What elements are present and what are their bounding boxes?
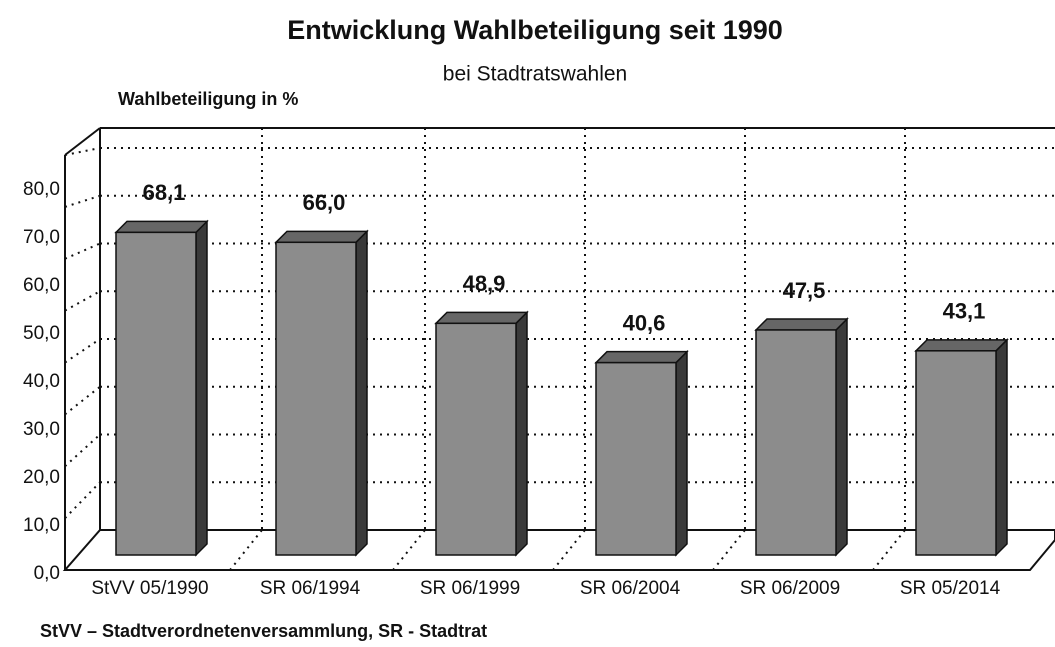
floor-divider	[392, 529, 426, 571]
walls	[62, 127, 1055, 571]
grid-line	[64, 338, 101, 364]
floor	[62, 529, 1055, 571]
y-axis-label: Wahlbeteiligung in %	[118, 89, 298, 109]
y-tick-label: 70,0	[23, 227, 60, 248]
floor-divider	[712, 529, 746, 571]
y-tick-label: 50,0	[23, 323, 60, 344]
bar-side	[995, 338, 1008, 557]
bar-top	[754, 318, 849, 331]
bar	[595, 361, 677, 556]
bar-top	[914, 339, 1009, 352]
y-tick-label: 30,0	[23, 419, 60, 440]
bar	[755, 329, 837, 556]
floor-divider	[229, 529, 263, 571]
grid-line	[64, 147, 101, 156]
value-label: 48,9	[463, 271, 506, 296]
x-tick-label: SR 05/2014	[900, 578, 1001, 599]
grid-line	[64, 385, 101, 416]
value-label: 66,0	[303, 190, 346, 215]
bar	[435, 322, 517, 556]
grid-line	[64, 242, 101, 260]
grid-line	[64, 194, 101, 208]
chart-subtitle: bei Stadtratswahlen	[443, 63, 627, 86]
x-tick-label: SR 06/2009	[740, 578, 840, 599]
bar-side	[355, 229, 368, 557]
y-tick-label: 60,0	[23, 275, 60, 296]
floor-divider	[552, 529, 586, 571]
grid-line	[64, 481, 101, 519]
x-tick-label: StVV 05/1990	[91, 578, 208, 599]
bar	[275, 241, 357, 556]
x-tick-label: SR 06/2004	[580, 578, 681, 599]
x-tick-label: SR 06/1999	[420, 578, 520, 599]
bar-top	[274, 230, 369, 244]
y-tick-label: 10,0	[23, 515, 60, 536]
y-tick-label: 80,0	[23, 179, 60, 200]
value-label: 68,1	[143, 180, 186, 205]
bar-side	[675, 349, 688, 557]
x-tick-label: SR 06/1994	[260, 578, 361, 599]
bar-side	[195, 219, 208, 557]
bar-top	[594, 350, 689, 364]
y-tick-label: 0,0	[34, 563, 60, 584]
bar-top	[114, 220, 209, 234]
floor-divider	[872, 529, 906, 571]
grid-line	[64, 290, 101, 312]
bar-side	[515, 310, 528, 557]
grid-line	[64, 433, 101, 467]
bar	[115, 231, 197, 556]
value-label: 43,1	[943, 299, 986, 324]
y-tick-label: 40,0	[23, 371, 60, 392]
value-label: 47,5	[783, 278, 826, 303]
bar	[915, 350, 997, 556]
bar-side	[835, 317, 848, 557]
footnote: StVV – Stadtverordnetenversammlung, SR -…	[40, 621, 487, 641]
chart-title: Entwicklung Wahlbeteiligung seit 1990	[287, 15, 783, 45]
value-label: 40,6	[623, 310, 666, 335]
bar-top	[434, 311, 529, 325]
y-tick-label: 20,0	[23, 467, 60, 488]
left-wall-top	[64, 127, 101, 156]
